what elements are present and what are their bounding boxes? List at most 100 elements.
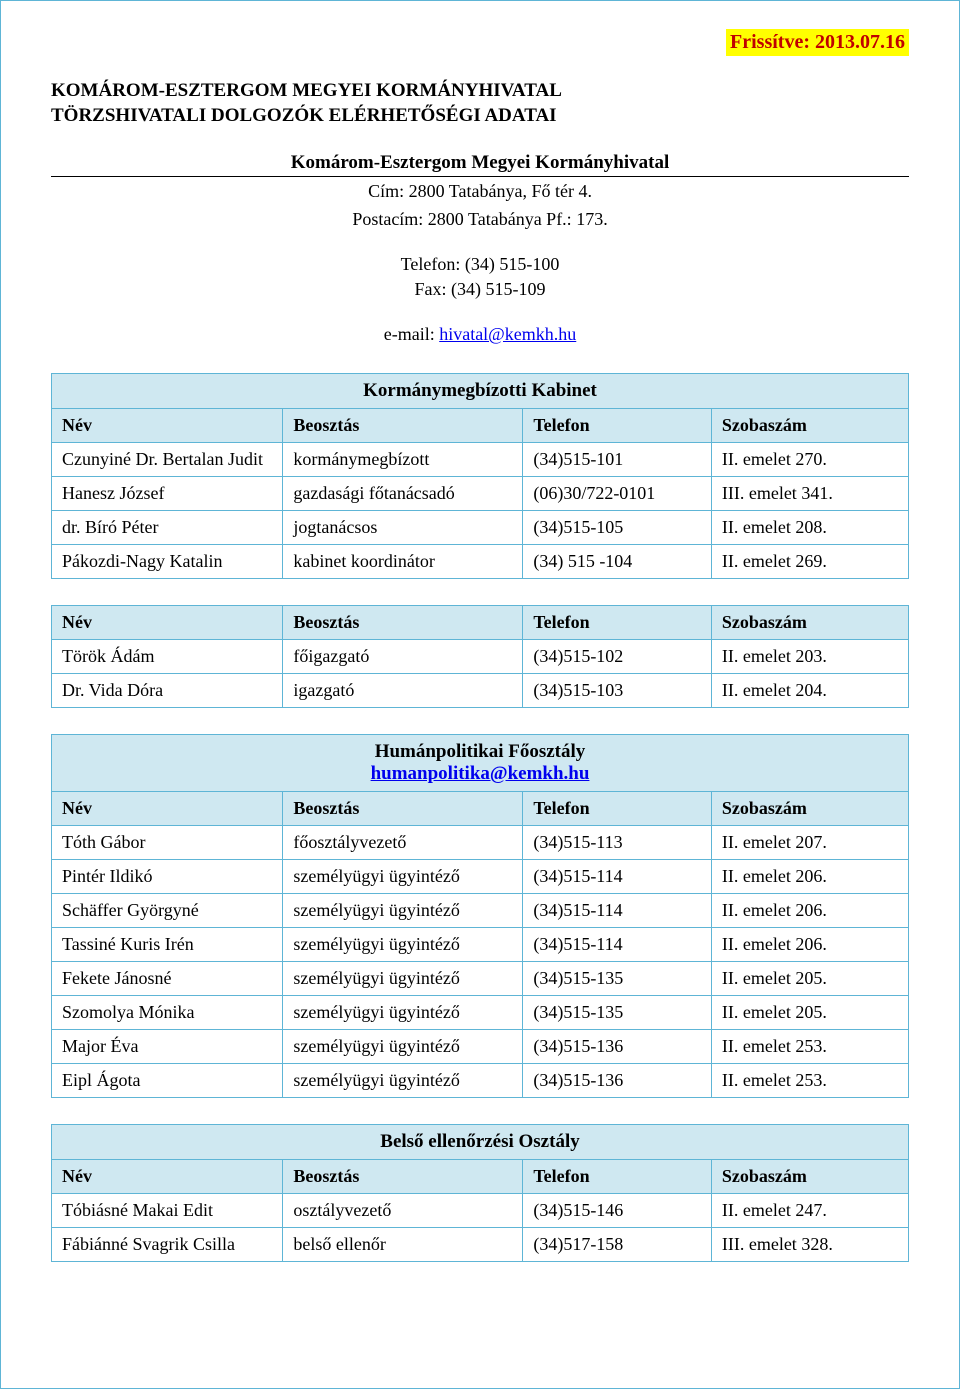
col-header-room: Szobaszám xyxy=(711,792,908,826)
col-header-name: Név xyxy=(52,1160,283,1194)
cell-role: igazgató xyxy=(283,674,523,708)
cell-name: Pákozdi-Nagy Katalin xyxy=(52,545,283,579)
cell-name: dr. Bíró Péter xyxy=(52,511,283,545)
cell-role: kormánymegbízott xyxy=(283,443,523,477)
cell-phone: (34)515-114 xyxy=(523,860,712,894)
cell-phone: (34)515-135 xyxy=(523,996,712,1030)
table-row: Pintér Ildikószemélyügyi ügyintéző(34)51… xyxy=(52,860,909,894)
cell-phone: (34)515-103 xyxy=(523,674,712,708)
col-header-role: Beosztás xyxy=(283,606,523,640)
table-header-row: NévBeosztásTelefonSzobaszám xyxy=(52,606,909,640)
cell-phone: (34)517-158 xyxy=(523,1228,712,1262)
cell-name: Tóbiásné Makai Edit xyxy=(52,1194,283,1228)
email-prefix: e-mail: xyxy=(384,324,439,344)
cell-room: II. emelet 206. xyxy=(711,894,908,928)
cell-role: gazdasági főtanácsadó xyxy=(283,477,523,511)
table-row: Tóbiásné Makai Editosztályvezető(34)515-… xyxy=(52,1194,909,1228)
col-header-name: Név xyxy=(52,409,283,443)
cell-role: jogtanácsos xyxy=(283,511,523,545)
page-frame: Frissítve: 2013.07.16 KOMÁROM-ESZTERGOM … xyxy=(0,0,960,1389)
table-header-row: NévBeosztásTelefonSzobaszám xyxy=(52,409,909,443)
data-table: NévBeosztásTelefonSzobaszámTörök Ádámfői… xyxy=(51,605,909,708)
table-header-row: NévBeosztásTelefonSzobaszám xyxy=(52,792,909,826)
data-table: Humánpolitikai Főosztályhumanpolitika@ke… xyxy=(51,734,909,1098)
phone-line: Telefon: (34) 515-100 xyxy=(51,252,909,277)
col-header-role: Beosztás xyxy=(283,409,523,443)
table-title: Kormánymegbízotti Kabinet xyxy=(52,374,909,409)
cell-role: kabinet koordinátor xyxy=(283,545,523,579)
cell-role: személyügyi ügyintéző xyxy=(283,928,523,962)
col-header-room: Szobaszám xyxy=(711,409,908,443)
cell-name: Szomolya Mónika xyxy=(52,996,283,1030)
cell-name: Pintér Ildikó xyxy=(52,860,283,894)
title-underline xyxy=(51,176,909,177)
cell-room: II. emelet 204. xyxy=(711,674,908,708)
cell-name: Czunyiné Dr. Bertalan Judit xyxy=(52,443,283,477)
email-block: e-mail: hivatal@kemkh.hu xyxy=(51,322,909,347)
cell-role: személyügyi ügyintéző xyxy=(283,1064,523,1098)
cell-room: II. emelet 206. xyxy=(711,928,908,962)
cell-room: II. emelet 208. xyxy=(711,511,908,545)
table-title-text: Humánpolitikai Főosztály xyxy=(62,741,898,763)
table-row: Tóth Gáborfőosztályvezető(34)515-113II. … xyxy=(52,826,909,860)
cell-name: Tassiné Kuris Irén xyxy=(52,928,283,962)
col-header-room: Szobaszám xyxy=(711,1160,908,1194)
subtitle: Komárom-Esztergom Megyei Kormányhivatal xyxy=(51,152,909,174)
col-header-phone: Telefon xyxy=(523,409,712,443)
table-row: Szomolya Mónikaszemélyügyi ügyintéző(34)… xyxy=(52,996,909,1030)
cell-role: személyügyi ügyintéző xyxy=(283,1030,523,1064)
table-title: Belső ellenőrzési Osztály xyxy=(52,1125,909,1160)
cell-phone: (34)515-105 xyxy=(523,511,712,545)
table-row: Tassiné Kuris Irénszemélyügyi ügyintéző(… xyxy=(52,928,909,962)
col-header-room: Szobaszám xyxy=(711,606,908,640)
title-line-1: KOMÁROM-ESZTERGOM MEGYEI KORMÁNYHIVATAL xyxy=(51,79,909,104)
cell-role: személyügyi ügyintéző xyxy=(283,962,523,996)
col-header-phone: Telefon xyxy=(523,1160,712,1194)
cell-room: III. emelet 341. xyxy=(711,477,908,511)
table-row: Czunyiné Dr. Bertalan Juditkormánymegbíz… xyxy=(52,443,909,477)
email-link[interactable]: hivatal@kemkh.hu xyxy=(439,324,576,344)
cell-room: III. emelet 328. xyxy=(711,1228,908,1262)
cell-name: Török Ádám xyxy=(52,640,283,674)
cell-room: II. emelet 203. xyxy=(711,640,908,674)
cell-role: osztályvezető xyxy=(283,1194,523,1228)
cell-role: főosztályvezető xyxy=(283,826,523,860)
table-title-link[interactable]: humanpolitika@kemkh.hu xyxy=(371,763,590,784)
data-table: Belső ellenőrzési OsztályNévBeosztásTele… xyxy=(51,1124,909,1262)
cell-role: belső ellenőr xyxy=(283,1228,523,1262)
cell-name: Eipl Ágota xyxy=(52,1064,283,1098)
table-header-row: NévBeosztásTelefonSzobaszám xyxy=(52,1160,909,1194)
cell-phone: (34)515-146 xyxy=(523,1194,712,1228)
phone-block: Telefon: (34) 515-100 Fax: (34) 515-109 xyxy=(51,252,909,302)
cell-role: személyügyi ügyintéző xyxy=(283,894,523,928)
col-header-phone: Telefon xyxy=(523,792,712,826)
address-line: Cím: 2800 Tatabánya, Fő tér 4. xyxy=(51,179,909,204)
cell-phone: (34)515-102 xyxy=(523,640,712,674)
table-row: Major Évaszemélyügyi ügyintéző(34)515-13… xyxy=(52,1030,909,1064)
cell-name: Schäffer Györgyné xyxy=(52,894,283,928)
cell-phone: (34)515-114 xyxy=(523,928,712,962)
cell-phone: (34) 515 -104 xyxy=(523,545,712,579)
cell-room: II. emelet 269. xyxy=(711,545,908,579)
main-title: KOMÁROM-ESZTERGOM MEGYEI KORMÁNYHIVATAL … xyxy=(51,79,909,128)
data-table: Kormánymegbízotti KabinetNévBeosztásTele… xyxy=(51,373,909,579)
cell-phone: (34)515-113 xyxy=(523,826,712,860)
cell-room: II. emelet 253. xyxy=(711,1064,908,1098)
table-row: Fekete Jánosnészemélyügyi ügyintéző(34)5… xyxy=(52,962,909,996)
table-row: dr. Bíró Péterjogtanácsos(34)515-105II. … xyxy=(52,511,909,545)
cell-name: Fekete Jánosné xyxy=(52,962,283,996)
fax-line: Fax: (34) 515-109 xyxy=(51,277,909,302)
cell-phone: (06)30/722-0101 xyxy=(523,477,712,511)
cell-room: II. emelet 207. xyxy=(711,826,908,860)
cell-role: személyügyi ügyintéző xyxy=(283,860,523,894)
table-row: Fábiánné Svagrik Csillabelső ellenőr(34)… xyxy=(52,1228,909,1262)
col-header-role: Beosztás xyxy=(283,1160,523,1194)
cell-name: Fábiánné Svagrik Csilla xyxy=(52,1228,283,1262)
table-row: Hanesz Józsefgazdasági főtanácsadó(06)30… xyxy=(52,477,909,511)
col-header-role: Beosztás xyxy=(283,792,523,826)
cell-name: Dr. Vida Dóra xyxy=(52,674,283,708)
cell-phone: (34)515-136 xyxy=(523,1064,712,1098)
cell-phone: (34)515-114 xyxy=(523,894,712,928)
table-row: Eipl Ágotaszemélyügyi ügyintéző(34)515-1… xyxy=(52,1064,909,1098)
table-row: Schäffer Györgynészemélyügyi ügyintéző(3… xyxy=(52,894,909,928)
